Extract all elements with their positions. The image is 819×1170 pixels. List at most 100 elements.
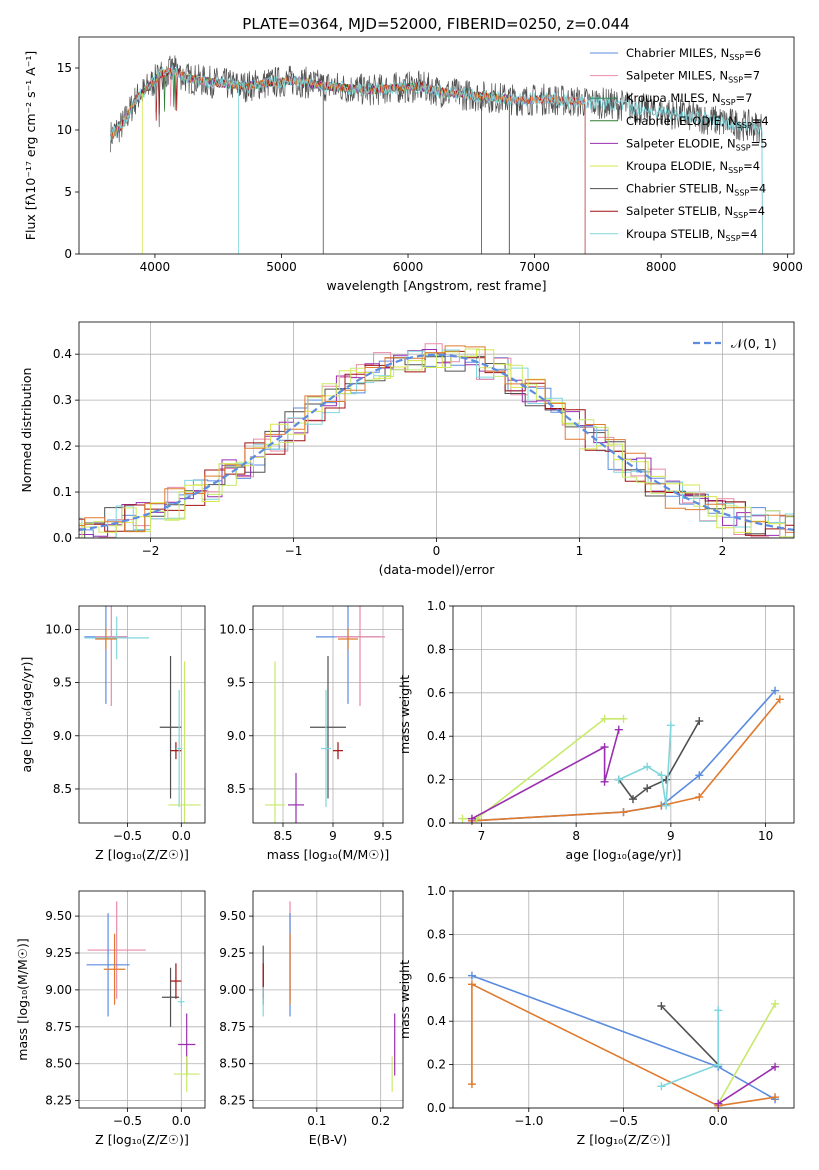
y-tick-label: 8.75 bbox=[45, 1020, 72, 1034]
mass-weight-marker bbox=[614, 725, 623, 734]
panel-7: −1.0 −0.5 0.0 0.0 0.2 0.4 0.6 0.8 1.0 Z [log₁₀(Z/… bbox=[397, 884, 795, 1147]
mass-weight-marker bbox=[771, 686, 780, 695]
x-tick-label: 0.1 bbox=[307, 1114, 326, 1128]
x-axis-label: Z [log₁₀(Z/Z☉)] bbox=[95, 847, 189, 862]
axes-frame bbox=[78, 36, 795, 255]
mass-weight-marker bbox=[771, 1062, 780, 1071]
y-tick-label: 10.0 bbox=[219, 622, 246, 636]
histogram-step bbox=[79, 349, 794, 538]
mass-weight-line bbox=[618, 725, 672, 806]
legend-entry: Kroupa STELIB, NSSP=4 bbox=[626, 227, 757, 243]
mass-weight-marker bbox=[643, 762, 652, 771]
normal-curve bbox=[78, 353, 795, 531]
y-tick-label: 0.6 bbox=[427, 686, 446, 700]
mass-weight-marker bbox=[467, 980, 476, 989]
mass-weight-marker bbox=[467, 1080, 476, 1089]
histogram-step bbox=[79, 349, 794, 538]
errorbar-point bbox=[173, 1056, 200, 1092]
mass-weight-marker bbox=[643, 784, 652, 793]
errorbar-point bbox=[175, 690, 183, 808]
mass-weight-line bbox=[471, 729, 620, 820]
y-tick-label: 0.8 bbox=[427, 642, 446, 656]
y-axis-label: age [log₁₀(age/yr)] bbox=[19, 657, 34, 773]
x-tick-label: 8000 bbox=[646, 260, 677, 274]
mass-weight-marker bbox=[771, 1093, 780, 1102]
mass-weight-line bbox=[717, 1066, 776, 1105]
y-tick-label: 10.0 bbox=[45, 622, 72, 636]
y-tick-label: 0.2 bbox=[427, 773, 446, 787]
y-tick-label: 8.5 bbox=[53, 782, 72, 796]
x-axis-label: wavelength [Angstrom, rest frame] bbox=[326, 278, 546, 293]
y-tick-label: 0.2 bbox=[427, 1058, 446, 1072]
mass-weight-marker bbox=[619, 714, 628, 723]
x-tick-label: −0.5 bbox=[113, 1114, 142, 1128]
mass-weight-marker bbox=[657, 1082, 666, 1091]
mass-weight-marker bbox=[600, 714, 609, 723]
x-axis-label: Z [log₁₀(Z/Z☉)] bbox=[95, 1132, 189, 1147]
x-tick-label: 5000 bbox=[266, 260, 297, 274]
y-tick-label: 9.00 bbox=[45, 983, 72, 997]
x-tick-label: 0.0 bbox=[172, 829, 191, 843]
y-tick-label: 0.6 bbox=[427, 971, 446, 985]
legend-entry: Chabrier MILES, NSSP=6 bbox=[626, 46, 761, 62]
y-tick-label: 0.8 bbox=[427, 927, 446, 941]
errorbar-point bbox=[87, 901, 146, 999]
axes-frame bbox=[252, 890, 404, 1109]
y-tick-label: 8.25 bbox=[45, 1094, 72, 1108]
figure-title: PLATE=0364, MJD=52000, FIBERID=0250, z=0… bbox=[242, 15, 629, 33]
errorbar-point bbox=[103, 933, 126, 1005]
panel-6: 0.1 0.2 8.25 8.50 8.75 9.00 9.25 9.50 E(B-V) bbox=[219, 890, 404, 1147]
y-tick-label: 9.50 bbox=[45, 909, 72, 923]
y-tick-label: 9.00 bbox=[219, 983, 246, 997]
y-tick-label: 0.0 bbox=[427, 1101, 446, 1115]
errorbar-point bbox=[168, 661, 201, 823]
x-tick-label: −1 bbox=[285, 544, 303, 558]
mass-weight-marker bbox=[657, 1002, 666, 1011]
mass-weight-line bbox=[660, 1005, 719, 1066]
axes-frame bbox=[78, 321, 795, 539]
x-tick-label: 10 bbox=[758, 829, 773, 843]
mass-weight-marker bbox=[600, 743, 609, 752]
x-tick-label: 7 bbox=[478, 829, 486, 843]
y-tick-label: 5 bbox=[64, 185, 72, 199]
mass-weight-marker bbox=[775, 695, 784, 704]
axes-frame bbox=[452, 890, 795, 1109]
y-axis-label: mass [log₁₀(M/M☉)] bbox=[15, 938, 30, 1060]
x-tick-label: 0.2 bbox=[371, 1114, 390, 1128]
y-tick-label: 9.5 bbox=[53, 676, 72, 690]
y-tick-label: 10 bbox=[57, 123, 72, 137]
x-tick-label: 4000 bbox=[140, 260, 171, 274]
legend-entry: Salpeter MILES, NSSP=7 bbox=[626, 69, 760, 85]
errorbar-point bbox=[338, 628, 358, 650]
mass-weight-line bbox=[471, 983, 776, 1107]
mass-weight-marker bbox=[600, 777, 609, 786]
y-tick-label: 0.0 bbox=[427, 816, 446, 830]
x-tick-label: 1 bbox=[576, 544, 584, 558]
y-tick-label: 0.4 bbox=[427, 729, 446, 743]
y-tick-label: 9.25 bbox=[45, 946, 72, 960]
x-tick-label: −1.0 bbox=[514, 1114, 543, 1128]
mass-weight-line bbox=[471, 690, 776, 822]
y-tick-label: 0.4 bbox=[427, 1014, 446, 1028]
x-tick-label: 7000 bbox=[519, 260, 550, 274]
y-tick-label: 15 bbox=[57, 61, 72, 75]
legend-entry: Chabrier ELODIE, NSSP=4 bbox=[626, 114, 769, 130]
mass-weight-marker bbox=[657, 771, 666, 780]
errorbar-point bbox=[86, 913, 130, 1017]
y-axis-label: Normed distribution bbox=[19, 368, 34, 493]
axes-frame bbox=[252, 605, 404, 824]
panel-2: −0.5 0.0 8.5 9.0 9.5 10.0 Z [log₁₀(Z/Z☉)] age [… bbox=[19, 605, 206, 862]
errorbar-point bbox=[95, 606, 128, 706]
x-tick-label: 0.0 bbox=[172, 1114, 191, 1128]
x-tick-label: 9000 bbox=[772, 260, 803, 274]
mass-weight-marker bbox=[628, 795, 637, 804]
errorbar-point bbox=[265, 661, 285, 823]
errorbar-point bbox=[170, 963, 182, 999]
y-tick-label: 9.5 bbox=[227, 676, 246, 690]
mass-weight-marker bbox=[467, 971, 476, 980]
legend-entry: Chabrier STELIB, NSSP=4 bbox=[626, 182, 766, 198]
legend-entry: Salpeter STELIB, NSSP=4 bbox=[626, 204, 765, 220]
y-tick-label: 8.5 bbox=[227, 782, 246, 796]
y-axis-label: mass weight bbox=[397, 960, 412, 1039]
axes-frame bbox=[78, 605, 206, 824]
